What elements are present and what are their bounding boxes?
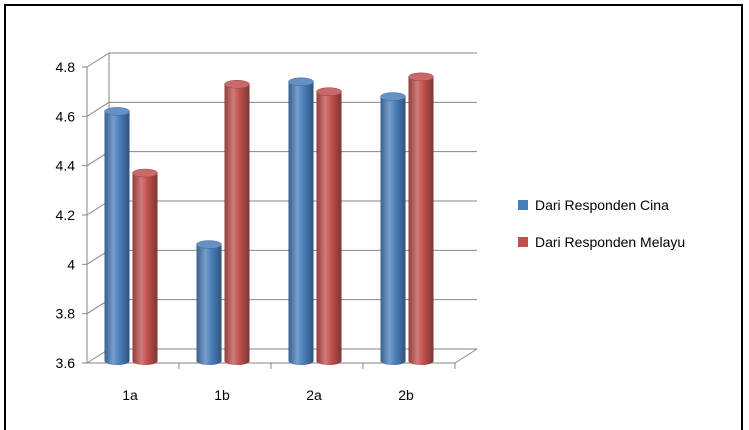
y-tick-label: 4.2	[56, 207, 76, 223]
legend-swatch	[518, 237, 528, 247]
x-tick-label: 1b	[214, 387, 230, 403]
bar-top	[224, 80, 250, 89]
bar-2b-series-1	[380, 92, 406, 365]
bar-body	[224, 84, 250, 366]
gridline-depth	[86, 101, 110, 117]
legend-label: Dari Responden Cina	[535, 197, 669, 213]
bar-top	[316, 87, 342, 96]
y-tick-label: 3.8	[56, 306, 76, 322]
legend: Dari Responden Cina Dari Responden Melayu	[518, 197, 685, 250]
bar-1b-series-2	[224, 80, 250, 366]
x-tick-label: 2a	[306, 387, 322, 403]
gridline-depth	[86, 52, 110, 68]
tick-labels: 4.8 4.6 4.4 4.2 4 3.8 3.6 1a 1b 2a 2b	[56, 59, 414, 403]
bar-body	[408, 76, 434, 365]
y-tick-label: 4	[67, 256, 75, 272]
bar-top	[104, 107, 130, 116]
y-tick-label: 4.8	[56, 59, 76, 75]
bar-top	[408, 72, 434, 82]
x-tick-label: 2b	[398, 387, 414, 403]
legend-swatch	[518, 200, 528, 210]
bar-1a-series-2	[132, 168, 158, 365]
legend-label: Dari Responden Melayu	[535, 234, 685, 250]
y-tick-label: 3.6	[56, 355, 76, 371]
bar-body	[104, 111, 130, 366]
x-tick-label: 1a	[122, 387, 138, 403]
y-tick-label: 4.6	[56, 108, 76, 124]
bar-1a-series-1	[104, 107, 130, 366]
bar-top	[380, 92, 406, 101]
bar-top	[288, 77, 314, 87]
bars	[104, 72, 434, 366]
bar-body	[196, 244, 222, 365]
bar-top	[196, 240, 222, 249]
bar-2b-series-2	[408, 72, 434, 365]
bar-body	[380, 96, 406, 365]
bar-body	[132, 173, 158, 365]
bar-2a-series-1	[288, 77, 314, 366]
bar-1b-series-1	[196, 240, 222, 365]
y-tick-label: 4.4	[56, 158, 76, 174]
bar-body	[288, 81, 314, 366]
bar-body	[316, 91, 342, 366]
bar-top	[132, 168, 158, 178]
floor-edge	[454, 348, 478, 364]
bar-2a-series-2	[316, 87, 342, 366]
